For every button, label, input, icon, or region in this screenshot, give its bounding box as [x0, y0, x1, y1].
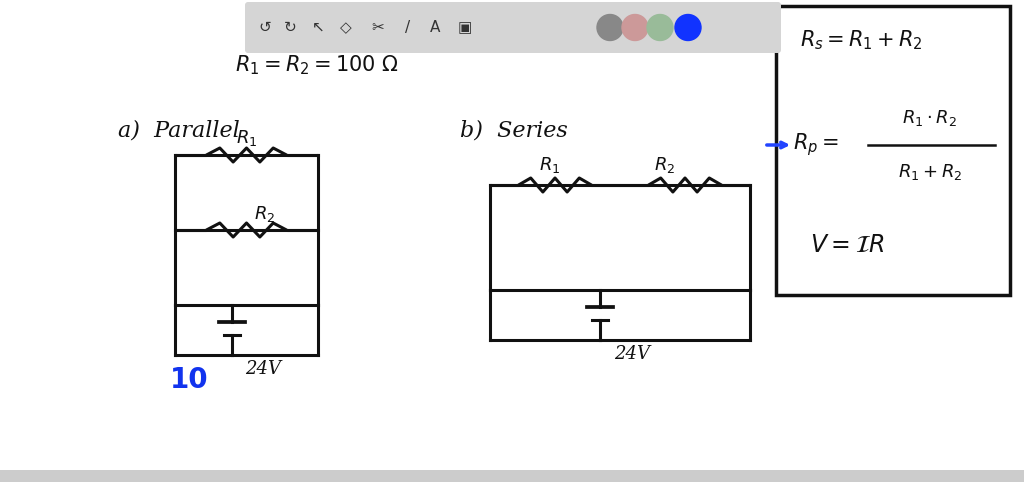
Text: 24V: 24V	[614, 345, 650, 363]
Circle shape	[622, 14, 648, 40]
Text: ↻: ↻	[284, 20, 296, 35]
Text: $R_1$: $R_1$	[237, 128, 258, 148]
Text: ↖: ↖	[311, 20, 325, 35]
Circle shape	[647, 14, 673, 40]
Text: ◇: ◇	[340, 20, 352, 35]
Text: b)  Series: b) Series	[460, 119, 567, 141]
Text: $R_1+R_2$: $R_1+R_2$	[898, 162, 963, 182]
Circle shape	[675, 14, 701, 40]
Circle shape	[597, 14, 623, 40]
Bar	[0, 470, 1024, 482]
Text: A: A	[430, 20, 440, 35]
Text: ↺: ↺	[259, 20, 271, 35]
Text: ▣: ▣	[458, 20, 472, 35]
Text: $R_p =$: $R_p =$	[793, 132, 839, 159]
Text: $R_1 \cdot R_2$: $R_1 \cdot R_2$	[902, 108, 957, 128]
Text: $R_2$: $R_2$	[254, 204, 275, 224]
Text: a)  Parallel: a) Parallel	[118, 119, 240, 141]
Text: 10: 10	[170, 366, 209, 394]
Text: /: /	[406, 20, 411, 35]
Text: 24V: 24V	[245, 360, 281, 378]
Text: $R_2$: $R_2$	[654, 155, 676, 175]
FancyBboxPatch shape	[776, 6, 1010, 295]
Text: $R_1$: $R_1$	[540, 155, 561, 175]
Text: ✂: ✂	[372, 20, 384, 35]
Text: $R_1 = R_2 = 100\ \Omega$: $R_1 = R_2 = 100\ \Omega$	[234, 53, 398, 77]
FancyBboxPatch shape	[245, 2, 781, 53]
Text: $R_s = R_1+R_2$: $R_s = R_1+R_2$	[800, 28, 923, 52]
Text: $V = \mathcal{I}R$: $V = \mathcal{I}R$	[810, 233, 885, 256]
